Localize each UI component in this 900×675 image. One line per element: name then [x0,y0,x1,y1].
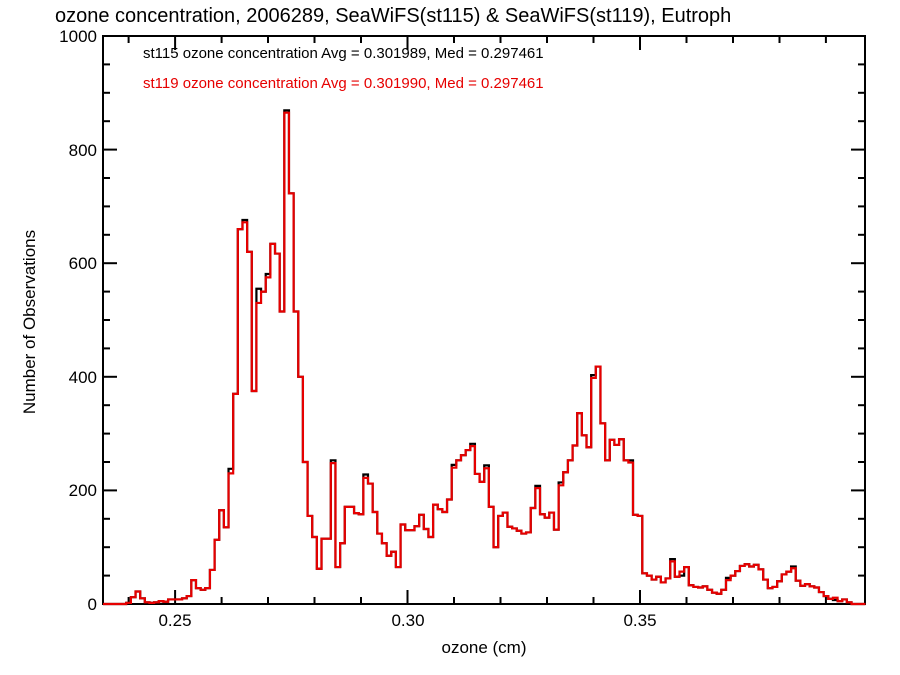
plot-frame [102,35,866,605]
y-tick-label-1000: 1000 [59,27,97,46]
x-tick-label-030: 0.30 [391,611,425,630]
y-tick-label-0: 0 [87,595,97,614]
series-st115 [103,109,866,606]
legend-st115: st115 ozone concentration Avg = 0.301989… [143,45,544,62]
chart-title: ozone concentration, 2006289, SeaWiFS(st… [55,5,732,27]
y-tick-label-800: 800 [68,141,97,160]
axis-ticks [103,35,865,605]
y-tick-label-600: 600 [68,254,97,273]
x-tick-label-025: 0.25 [158,611,192,630]
y-tick-label-400: 400 [68,368,97,387]
legend-st119: st119 ozone concentration Avg = 0.301990… [143,75,544,92]
x-axis-label: ozone (cm) [441,638,527,657]
series-st119 [103,111,866,606]
y-axis-label: Number of Observations [20,229,39,415]
x-tick-label-035: 0.35 [623,611,657,630]
y-tick-label-200: 200 [68,481,97,500]
